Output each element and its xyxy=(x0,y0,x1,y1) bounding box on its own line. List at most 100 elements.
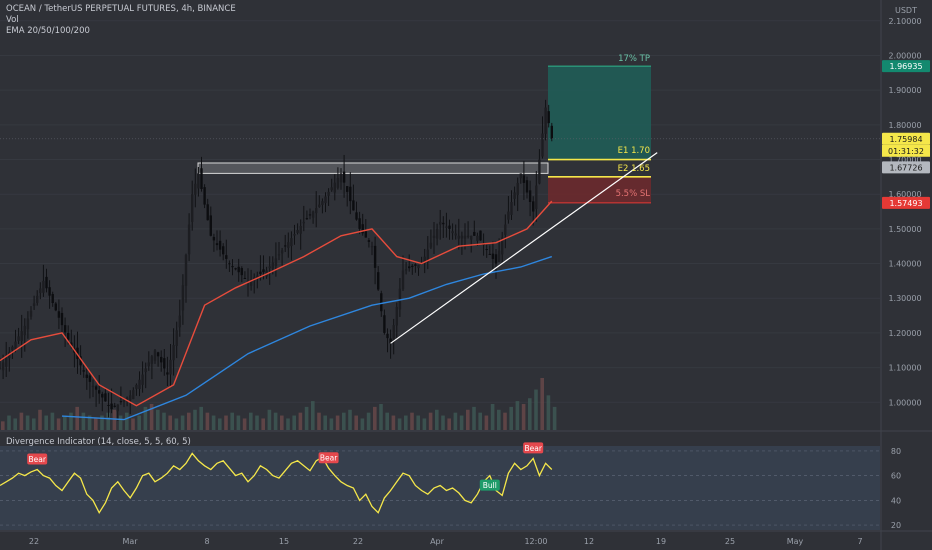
candle-body xyxy=(513,192,516,199)
price-tick-label: 2.00000 xyxy=(888,51,921,60)
candle-body xyxy=(485,249,488,251)
candle-body xyxy=(197,173,200,189)
candle-body xyxy=(203,187,206,205)
volume-bar xyxy=(397,418,402,430)
axis-currency-label: USDT xyxy=(895,6,917,15)
trade-levels xyxy=(0,138,880,344)
rsi-line xyxy=(0,452,553,515)
volume-bar xyxy=(391,415,396,430)
candle-body xyxy=(417,264,420,269)
volume-bar xyxy=(447,418,451,430)
candle-body xyxy=(339,173,343,183)
volume-bar xyxy=(416,415,420,430)
volume-bar xyxy=(298,412,303,430)
candle-body xyxy=(23,325,26,336)
candle-body xyxy=(206,204,209,221)
candle-body xyxy=(135,384,138,389)
price-tick-label: 1.20000 xyxy=(888,329,921,338)
countdown-badge-bg xyxy=(882,144,930,157)
volume-bar xyxy=(125,412,129,430)
candle-body xyxy=(110,403,113,410)
candle-body xyxy=(519,173,522,179)
ema-legend: EMA 20/50/100/200 xyxy=(6,26,90,36)
candle-body xyxy=(423,256,426,264)
sl-price-badge: 1.57493 xyxy=(889,199,922,208)
candle-body xyxy=(284,245,287,247)
candle-body xyxy=(147,362,150,367)
volume-bar xyxy=(552,406,557,430)
volume-bar xyxy=(348,409,352,430)
candle-body xyxy=(215,243,219,246)
candle-body xyxy=(122,399,126,403)
candle-body xyxy=(287,242,290,248)
volume-legend: Vol xyxy=(6,15,19,25)
candle-body xyxy=(442,222,445,225)
time-axis-labels: 22 Mar 8 15 22 Apr 12:00 12 19 25 May 7 xyxy=(29,537,863,546)
volume-bar xyxy=(521,404,526,430)
oscillator-tick-label: 60 xyxy=(891,472,901,481)
candle-body xyxy=(429,242,433,248)
candle-body xyxy=(280,250,284,254)
candle-body xyxy=(169,359,172,375)
volume-bar xyxy=(410,412,414,430)
time-label: 12:00 xyxy=(524,537,547,546)
candle-body xyxy=(404,269,408,271)
signal-badge-bear: Bear xyxy=(320,454,338,463)
stop-loss-zone xyxy=(548,176,651,203)
signal-badge-bear: Bear xyxy=(28,455,46,464)
entry-price-badge-bg xyxy=(882,161,930,174)
volume-bar xyxy=(428,412,433,430)
volume-bar xyxy=(81,412,86,430)
last-price-badge-bg xyxy=(882,132,930,145)
volume-bar xyxy=(112,409,117,430)
volume-bar xyxy=(366,412,371,430)
candle-body xyxy=(129,395,132,401)
volume-bar xyxy=(218,418,222,430)
sl-price-badge-bg xyxy=(882,196,930,209)
volume-bar xyxy=(422,418,427,430)
countdown-badge: 01:31:32 xyxy=(888,147,924,156)
volume-bar xyxy=(509,406,513,430)
candle-body xyxy=(67,332,70,340)
volume-bar xyxy=(466,409,470,430)
candle-body xyxy=(39,288,42,294)
volume-bar xyxy=(87,415,92,430)
candle-body xyxy=(504,224,507,235)
price-tick-label: 1.50000 xyxy=(888,225,921,234)
volume-bar xyxy=(404,415,408,430)
volume-bar xyxy=(503,412,507,430)
candle-body xyxy=(119,401,123,403)
candle-body xyxy=(218,240,222,250)
candle-body xyxy=(141,374,144,385)
candle-body xyxy=(395,306,398,326)
candle-body xyxy=(299,225,302,234)
candle-body xyxy=(491,253,495,259)
price-tick-label: 1.30000 xyxy=(888,294,921,303)
volume-bar xyxy=(38,409,42,430)
candle-body xyxy=(392,325,395,342)
candle-body xyxy=(432,235,436,238)
volume-bar xyxy=(168,415,172,430)
oscillator-pane xyxy=(0,450,880,526)
volume-bar xyxy=(546,395,551,430)
candle-body xyxy=(212,236,216,241)
candle-body xyxy=(153,350,157,361)
candle-body xyxy=(85,374,88,378)
candle-body xyxy=(237,266,240,273)
candle-body xyxy=(333,182,336,193)
price-candles xyxy=(0,99,553,421)
volume-bar xyxy=(261,418,265,430)
candle-body xyxy=(132,390,135,400)
price-axis-ticks: 2.10000 2.00000 1.90000 1.80000 1.70000 1.600… xyxy=(888,17,921,407)
volume-bar xyxy=(534,389,538,430)
price-tick-label: 1.00000 xyxy=(888,398,921,407)
time-label: 25 xyxy=(725,537,735,546)
candle-body xyxy=(160,356,163,363)
candle-body xyxy=(488,253,491,255)
volume-bar xyxy=(267,409,272,430)
candle-body xyxy=(125,397,129,401)
sl-label: 5.5% SL xyxy=(616,189,651,199)
candle-body xyxy=(386,333,389,339)
candle-body xyxy=(494,254,498,264)
